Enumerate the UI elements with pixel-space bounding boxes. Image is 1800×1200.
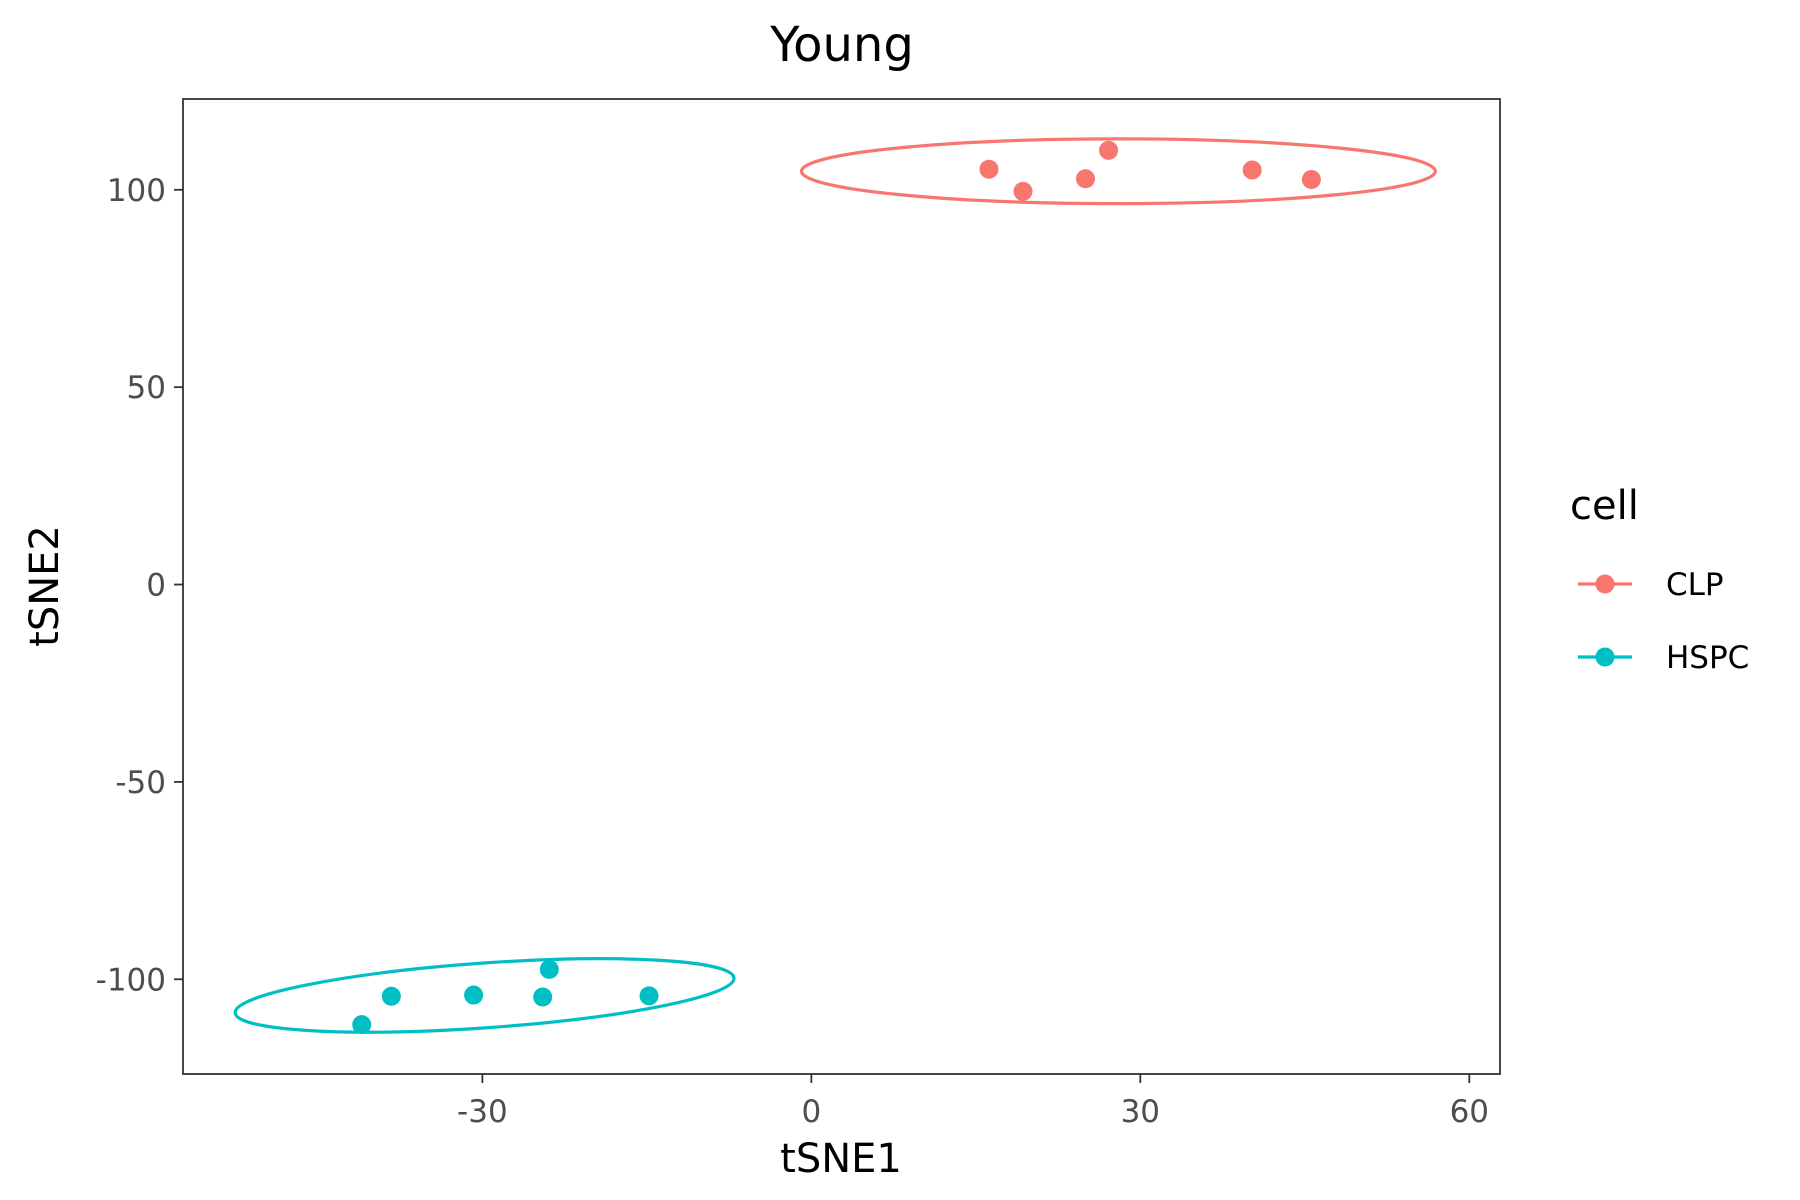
x-tick-label: 0	[801, 1094, 821, 1130]
plot-panel-border	[182, 98, 1501, 1075]
data-point-hspc	[464, 985, 484, 1005]
data-point-hspc	[381, 986, 401, 1006]
y-axis: -100 -50 0 50 100	[96, 173, 183, 998]
y-tick-label: -50	[115, 765, 166, 801]
data-point-clp	[1099, 140, 1119, 160]
y-axis-title: tSNE2	[22, 525, 68, 647]
data-point-clp	[1075, 169, 1095, 189]
chart-title: Young	[769, 17, 914, 73]
x-tick-label: -30	[457, 1094, 508, 1130]
y-tick-label: 100	[107, 173, 166, 209]
confidence-ellipse-hspc	[233, 957, 736, 1034]
data-point-clp	[1242, 160, 1262, 180]
data-point-hspc	[539, 959, 559, 979]
x-tick-label: 60	[1450, 1094, 1489, 1130]
legend-key-point	[1595, 574, 1615, 594]
data-point-clp	[1301, 170, 1321, 190]
legend-label: HSPC	[1666, 640, 1749, 676]
y-tick-label: 50	[127, 370, 166, 406]
data-point-hspc	[639, 986, 659, 1006]
y-tick-label: -100	[96, 962, 166, 998]
legend: CLP HSPC	[1578, 567, 1749, 676]
x-tick-label: 30	[1121, 1094, 1160, 1130]
confidence-ellipse-clp	[799, 137, 1437, 206]
x-axis: -30 0 30 60	[457, 1074, 1489, 1130]
y-tick-label: 0	[146, 568, 166, 604]
data-point-clp	[1013, 181, 1033, 201]
data-point-hspc	[352, 1015, 372, 1035]
legend-key-point	[1595, 647, 1615, 667]
data-point-hspc	[533, 987, 553, 1007]
legend-title: cell	[1570, 483, 1639, 529]
legend-label: CLP	[1666, 567, 1724, 603]
plot-marks	[233, 137, 1437, 1035]
data-point-clp	[979, 159, 999, 179]
x-axis-title: tSNE1	[780, 1136, 902, 1182]
